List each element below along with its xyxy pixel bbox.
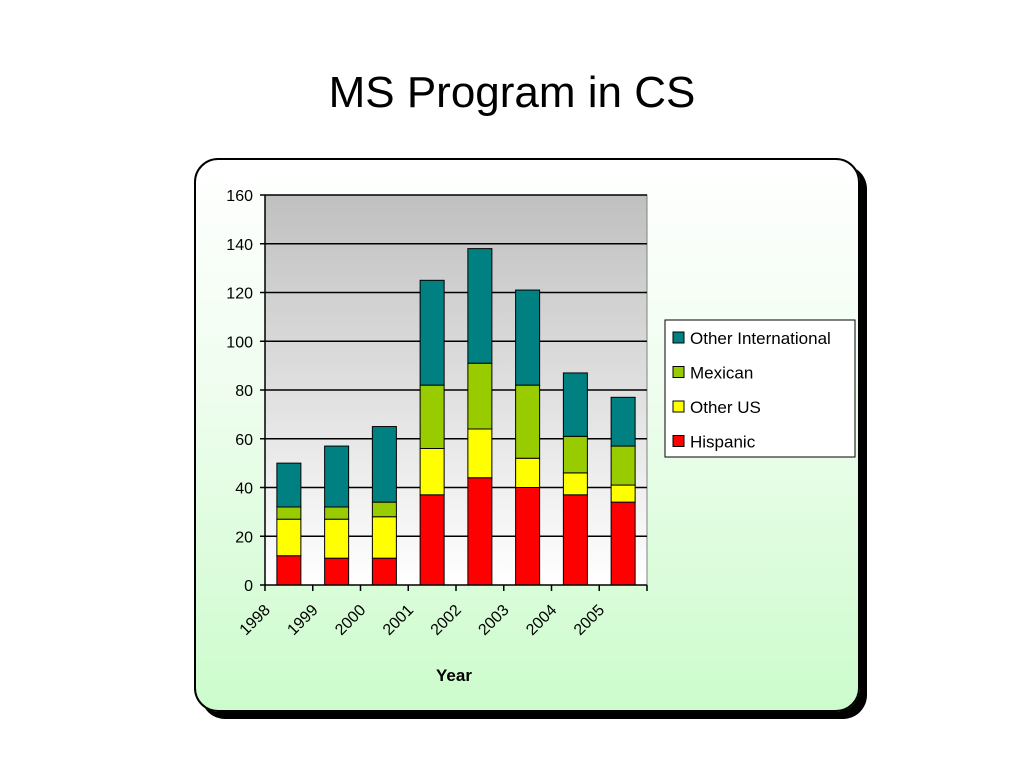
- bar-segment-other-international-1998: [276, 462, 302, 508]
- y-tick-label: 140: [226, 237, 253, 254]
- legend-label-other-us: Other US: [690, 398, 761, 417]
- y-tick-label: 80: [235, 383, 253, 400]
- plot-area: [264, 194, 648, 586]
- y-tick-label: 120: [226, 286, 253, 303]
- bar-segment-mexican-2004: [562, 435, 588, 474]
- x-tick-label: 1999: [284, 602, 321, 639]
- bar-segment-other-us-1998: [276, 518, 302, 557]
- chart-container: 0 20 40 60 80 100 120 140 160 1998 1999 2000 2001 200…: [194, 158, 860, 712]
- legend-swatch-other-international: [672, 331, 685, 344]
- slide-title: MS Program in CS: [328, 68, 696, 117]
- bar-segment-mexican-1998: [276, 506, 302, 520]
- legend-box: [664, 319, 856, 458]
- bar-segment-mexican-2002: [467, 362, 493, 430]
- y-tick-label: 60: [235, 432, 253, 449]
- bar-segment-hispanic-2003: [515, 487, 541, 586]
- bar-segment-other-us-2003: [515, 457, 541, 488]
- y-tick-label: 100: [226, 334, 253, 351]
- bar-segment-other-us-2005: [610, 484, 636, 503]
- x-tick-label: 1998: [237, 602, 274, 639]
- bar-segment-other-international-2003: [515, 289, 541, 386]
- x-tick-label: 2000: [332, 602, 369, 639]
- bar-segment-other-us-2002: [467, 428, 493, 479]
- bar-segment-other-us-2001: [419, 448, 445, 496]
- y-tick-label: 160: [226, 188, 253, 205]
- bar-segment-hispanic-1999: [324, 557, 350, 586]
- bar-segment-hispanic-1998: [276, 555, 302, 586]
- bar-segment-hispanic-2005: [610, 501, 636, 586]
- legend-label-hispanic: Hispanic: [690, 433, 756, 452]
- bar-segment-hispanic-2001: [419, 494, 445, 586]
- legend-swatch-other-us: [672, 400, 685, 413]
- bar-segment-mexican-2000: [371, 501, 397, 518]
- x-tick-label: 2003: [475, 602, 512, 639]
- y-tick-label: 20: [235, 529, 253, 546]
- y-tick-label: 0: [244, 578, 253, 595]
- bar-segment-other-us-2000: [371, 516, 397, 559]
- x-axis-title: Year: [436, 666, 472, 685]
- legend-swatch-hispanic: [672, 435, 685, 447]
- y-tick-label: 40: [235, 481, 253, 498]
- bar-segment-other-international-2001: [419, 279, 445, 386]
- bar-segment-mexican-1999: [324, 506, 350, 520]
- bar-segment-other-international-2005: [610, 396, 636, 447]
- bar-segment-other-us-1999: [324, 518, 350, 559]
- bar-segment-mexican-2001: [419, 384, 445, 449]
- bar-segment-mexican-2005: [610, 445, 636, 486]
- bar-segment-hispanic-2002: [467, 477, 493, 586]
- bar-segment-other-international-1999: [324, 445, 350, 508]
- bar-segment-other-us-2004: [562, 472, 588, 496]
- bar-segment-mexican-2003: [515, 384, 541, 459]
- bar-segment-other-international-2004: [562, 372, 588, 437]
- x-tick-label: 2001: [380, 602, 417, 639]
- bars: [276, 248, 636, 586]
- bar-segment-hispanic-2004: [562, 494, 588, 586]
- stacked-bar-chart: 0 20 40 60 80 100 120 140 160 1998 1999 2000 2001 200…: [226, 188, 856, 685]
- legend-swatch-mexican: [672, 366, 685, 378]
- x-tick-label: 2005: [571, 602, 608, 639]
- bar-segment-other-international-2002: [467, 248, 493, 364]
- x-tick-label: 2002: [428, 602, 465, 639]
- x-tick-label: 2004: [523, 602, 560, 639]
- legend-label-other-international: Other International: [690, 329, 831, 348]
- bar-segment-hispanic-2000: [371, 557, 397, 586]
- legend-label-mexican: Mexican: [690, 364, 753, 383]
- bar-segment-other-international-2000: [371, 426, 397, 503]
- legend: Other International Mexican Other US Hispan…: [664, 319, 856, 458]
